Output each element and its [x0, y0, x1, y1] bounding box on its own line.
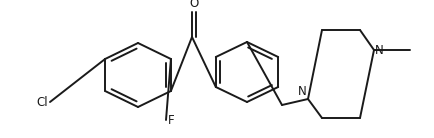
Text: F: F — [168, 113, 174, 127]
Text: O: O — [189, 0, 198, 10]
Text: Cl: Cl — [36, 95, 48, 108]
Text: N: N — [375, 43, 384, 56]
Text: N: N — [298, 85, 307, 98]
